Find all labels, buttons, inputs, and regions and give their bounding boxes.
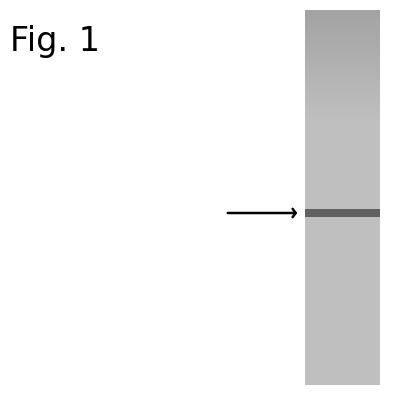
Bar bbox=[305, 10, 380, 120]
Bar bbox=[305, 10, 380, 385]
Text: Fig. 1: Fig. 1 bbox=[10, 25, 100, 58]
